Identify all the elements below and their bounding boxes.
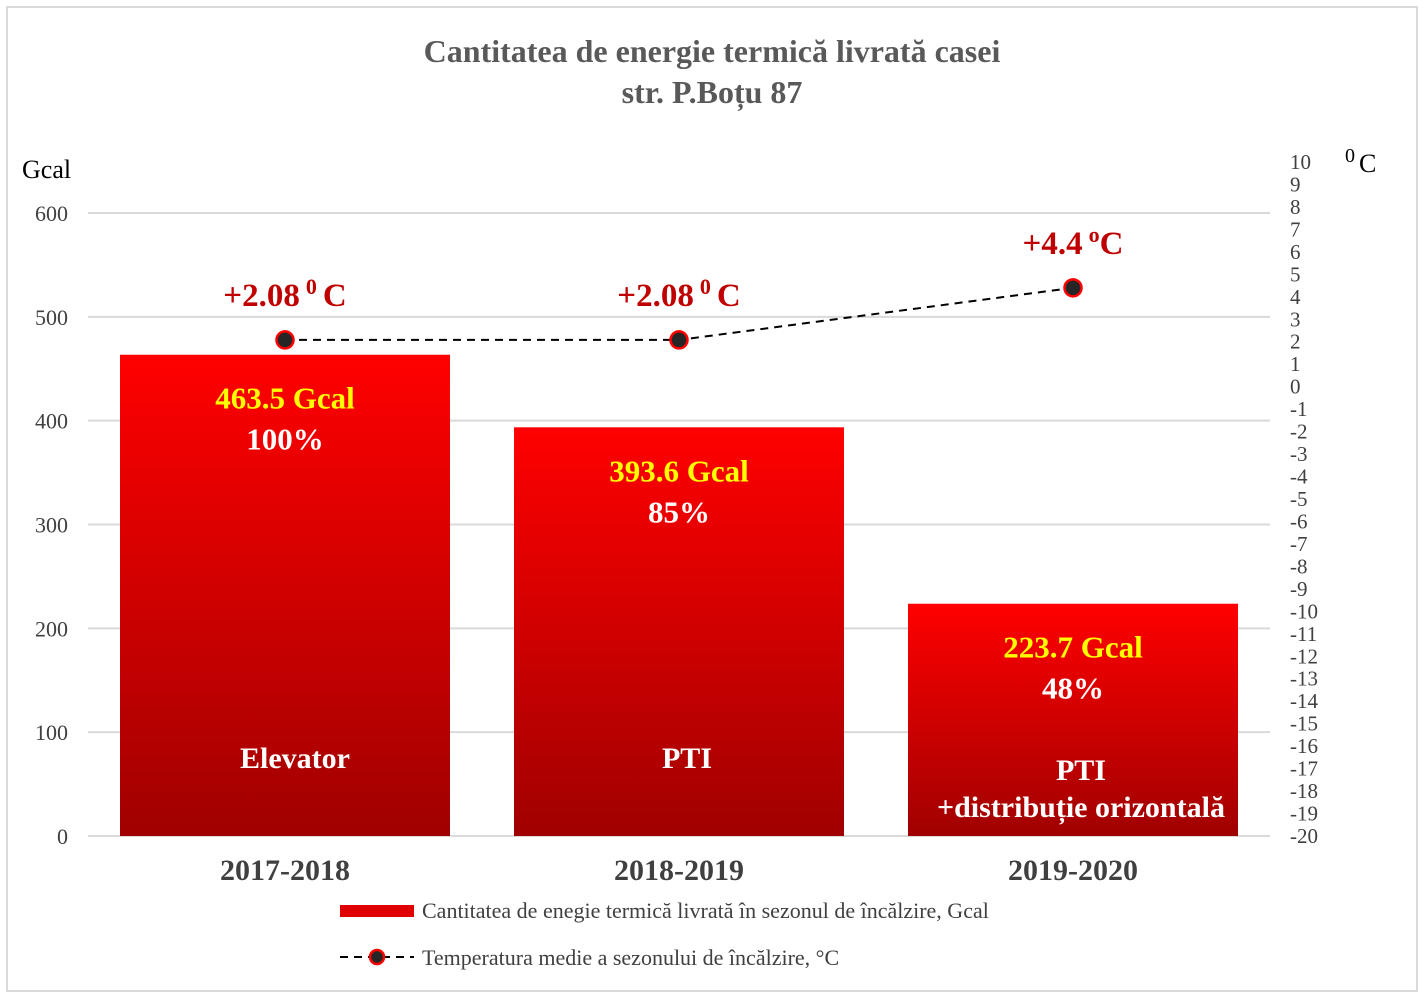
y-tick-left: 0 [57,824,68,849]
y-tick-right: -17 [1290,757,1318,781]
y-tick-left: 400 [35,409,68,434]
bar-percent-label: 48% [1042,671,1104,706]
legend-line-marker [368,948,386,966]
bar [514,427,844,836]
y-tick-right: -5 [1290,487,1308,511]
y-tick-right: -10 [1290,599,1318,623]
y-tick-left: 600 [35,201,68,226]
temperature-label: +4.4 oC [1023,222,1124,262]
y-tick-right: 0 [1290,375,1301,399]
temperature-label: +2.08 0 C [617,274,740,314]
y-tick-right: -20 [1290,824,1318,848]
y-tick-right: 6 [1290,240,1301,264]
y-tick-left: 100 [35,720,68,745]
y-tick-right: -15 [1290,712,1318,736]
bar-category-label: PTI [1056,754,1106,787]
y-tick-right: -9 [1290,577,1308,601]
y-tick-right: 2 [1290,330,1301,354]
y-tick-right: 3 [1290,307,1301,331]
y-tick-right: -14 [1290,689,1318,713]
y-tick-right: -2 [1290,420,1308,444]
bar-value-label: 393.6 Gcal [609,453,749,488]
temperature-point [669,330,689,350]
bar-category-label: +distribuție orizontală [937,791,1225,825]
legend-bar-swatch [340,905,414,917]
y-tick-right: 7 [1290,217,1301,241]
y-tick-right: -7 [1290,532,1308,556]
bar-percent-label: 85% [648,494,710,529]
bar-value-label: 223.7 Gcal [1003,630,1143,665]
bar [908,603,1238,836]
y-tick-right: 5 [1290,262,1301,286]
y-tick-right: 10 [1290,150,1311,174]
y-tick-left: 200 [35,616,68,641]
y-tick-right: -13 [1290,667,1318,691]
x-tick-label: 2018-2019 [614,854,744,887]
y-tick-right: 9 [1290,172,1301,196]
y-tick-right: -12 [1290,644,1318,668]
y-tick-right: -3 [1290,442,1308,466]
y-tick-right: -1 [1290,397,1308,421]
legend-line-label: Temperatura medie a sezonului de încălzi… [422,945,839,970]
x-tick-label: 2019-2020 [1008,854,1138,887]
y-axis-unit-left: Gcal [22,155,71,184]
temperature-label: +2.08 0 C [223,274,346,314]
chart-subtitle: str. P.Boțu 87 [622,74,803,111]
x-tick-label: 2017-2018 [220,854,350,887]
y-tick-right: -6 [1290,509,1308,533]
bar-category-label: PTI [662,742,712,775]
y-tick-right: 1 [1290,352,1301,376]
legend-bar-label: Cantitatea de enegie termică livrată în … [422,898,989,923]
y-tick-right: -11 [1290,622,1317,646]
temperature-point [275,330,295,350]
bar-category-label: Elevator [240,742,350,775]
y-tick-right: 8 [1290,195,1301,219]
chart-title: Cantitatea de energie termică livrată ca… [424,33,1001,69]
bar-percent-label: 100% [246,422,324,457]
y-tick-left: 300 [35,513,68,538]
y-tick-left: 500 [35,305,68,330]
y-tick-right: -8 [1290,554,1308,578]
bar [120,354,450,836]
y-tick-right: -19 [1290,802,1318,826]
y-tick-right: -4 [1290,465,1308,489]
y-tick-right: 4 [1290,285,1301,309]
y-tick-right: -16 [1290,734,1318,758]
y-tick-right: -18 [1290,779,1318,803]
bar-value-label: 463.5 Gcal [215,381,355,416]
temperature-point [1063,278,1083,298]
